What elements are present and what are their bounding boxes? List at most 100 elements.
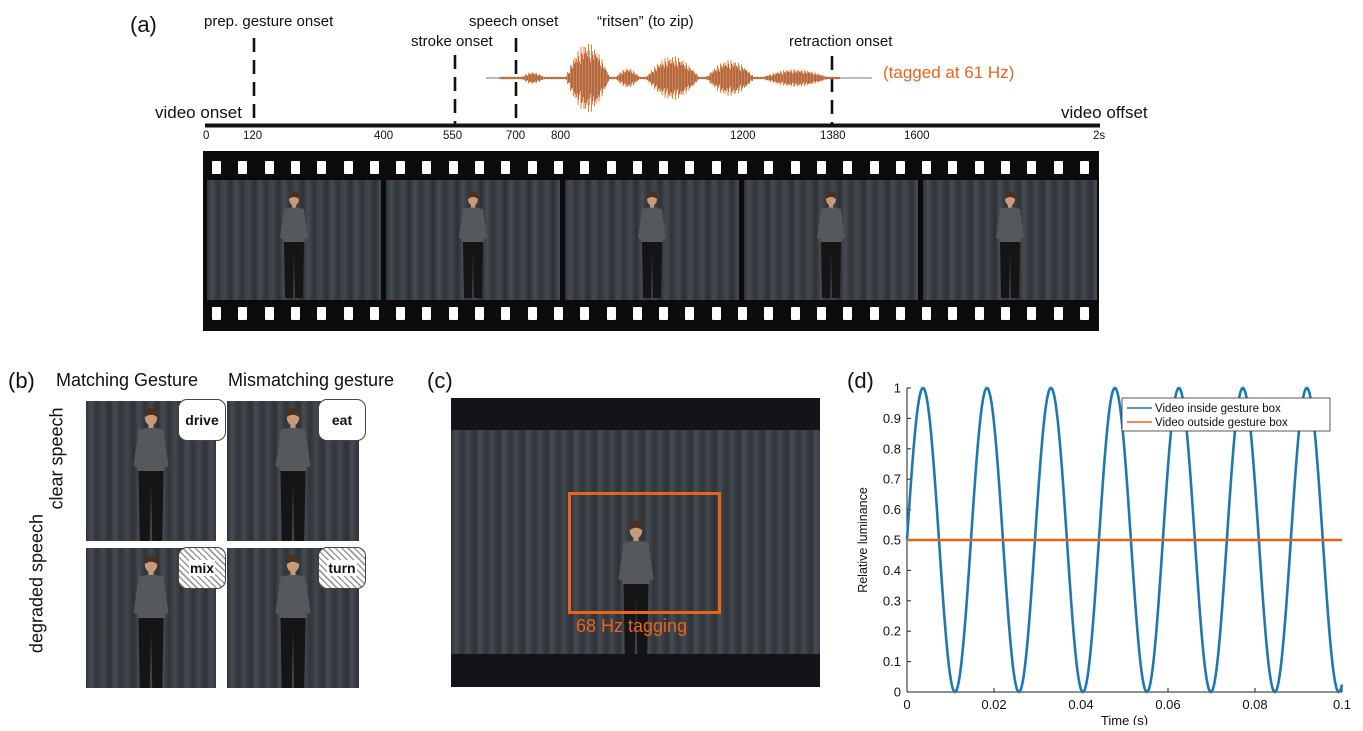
presenter-figure [618, 520, 653, 654]
sprocket-hole [553, 161, 563, 174]
panel-a-letter: (a) [130, 12, 157, 37]
tag-61hz-label: (tagged at 61 Hz) [883, 63, 1015, 82]
tick-1200: 1200 [730, 130, 756, 142]
degraded-speech-label: degraded speech [26, 513, 47, 654]
sprocket-hole [843, 161, 853, 174]
sprocket-hole [632, 307, 642, 320]
sprocket-hole [501, 307, 511, 320]
x-tick-label: 0.1 [1333, 697, 1351, 712]
tick-700: 700 [506, 130, 526, 142]
sprocket-hole [396, 307, 406, 320]
video-onset-label: video onset [155, 103, 242, 122]
sprocket-hole [396, 161, 406, 174]
sprocket-hole [974, 161, 984, 174]
y-tick-label: 0.7 [883, 472, 901, 487]
sprocket-hole [895, 161, 905, 174]
sprocket-hole [527, 161, 537, 174]
sprocket-hole [1053, 161, 1063, 174]
y-tick-label: 0.2 [883, 624, 901, 639]
sprocket-hole [1027, 307, 1037, 320]
tagging-video-frame: 68 Hz tagging [451, 398, 820, 687]
x-tick-label: 0.08 [1242, 697, 1267, 712]
sprocket-hole [632, 161, 642, 174]
sprocket-hole [369, 161, 379, 174]
sprocket-hole [475, 161, 484, 174]
sprocket-hole [659, 307, 669, 320]
sprocket-hole [212, 307, 221, 320]
sprocket-hole [738, 161, 747, 174]
mismatching-gesture-label: Mismatching gesture [228, 370, 395, 390]
bubble-turn-text: turn [327, 560, 357, 576]
bubble-eat: eat [318, 399, 366, 441]
legend-entry: Video inside gesture box [1155, 403, 1281, 415]
y-tick-label: 0.3 [883, 593, 901, 608]
retraction-onset-label: retraction onset [789, 33, 893, 50]
sprocket-hole [711, 161, 721, 174]
sprocket-hole [369, 307, 379, 320]
video-frame-4 [744, 180, 918, 300]
sprocket-hole [527, 307, 537, 320]
sprocket-hole [685, 307, 695, 320]
sprocket-hole [317, 161, 327, 174]
sprocket-hole [711, 307, 721, 320]
word-label: “ritsen” (to zip) [597, 13, 694, 30]
legend: Video inside gesture box Video outside ge… [1121, 397, 1331, 432]
y-tick-label: 1 [894, 381, 901, 396]
y-tick-label: 0.1 [883, 654, 901, 669]
tick-550: 550 [443, 130, 463, 142]
presenter-figure [638, 191, 666, 298]
panel-d-letter: (d) [847, 368, 874, 393]
video-frame-5 [923, 180, 1097, 300]
bubble-eat-text: eat [331, 412, 353, 428]
sprocket-hole [448, 307, 458, 320]
video-frame-1 [207, 180, 381, 300]
presenter-figure [280, 191, 308, 298]
sprocket-hole [448, 161, 458, 174]
bubble-mix-text: mix [188, 560, 216, 576]
sprocket-hole [685, 161, 695, 174]
sprocket-hole [606, 307, 616, 320]
sprocket-hole [895, 307, 905, 320]
series-inside-gesture-box [905, 386, 1344, 694]
sprocket-hole [869, 307, 879, 320]
tick-120: 120 [243, 130, 263, 142]
sprocket-hole [290, 161, 300, 174]
tick-2s: 2s [1093, 130, 1106, 142]
sprocket-hole [475, 307, 484, 320]
video-frame-3 [565, 180, 739, 300]
sprocket-hole [238, 307, 248, 320]
x-tick-label: 0.02 [981, 697, 1006, 712]
sprocket-hole [1053, 307, 1063, 320]
presenter-figure [275, 554, 311, 688]
speech-onset-label: speech onset [469, 13, 559, 30]
y-tick-label: 0.9 [883, 411, 901, 426]
tick-400: 400 [374, 130, 394, 142]
sprocket-hole [343, 307, 353, 320]
y-tick-label: 0.6 [883, 502, 901, 517]
video-offset-label: video offset [1061, 103, 1148, 122]
y-axis-label: Relative luminance [856, 487, 870, 593]
sprocket-hole [317, 307, 327, 320]
video-frame-2 [386, 180, 560, 300]
sprocket-hole [580, 161, 590, 174]
sprocket-hole [843, 307, 853, 320]
timeline-svg [205, 38, 1100, 128]
presenter-figure [133, 554, 169, 688]
panel-b-letter: (b) [8, 368, 35, 393]
luminance-chart: 0 0.1 0.2 0.3 0.4 0.5 0.6 0.7 0.8 0.9 1 0 0.02 0.04 0.… [856, 381, 1351, 726]
tag-68hz-label: 68 Hz tagging [576, 616, 688, 636]
sprocket-hole [1001, 307, 1010, 320]
sprocket-hole [422, 307, 432, 320]
sprocket-hole [922, 161, 932, 174]
sprocket-hole [553, 307, 563, 320]
panel-c-letter: (c) [427, 368, 453, 393]
sprocket-hole [1079, 307, 1089, 320]
tick-1380: 1380 [820, 130, 846, 142]
sprocket-hole [869, 161, 879, 174]
sprocket-hole [659, 161, 669, 174]
bubble-mix: mix [178, 547, 226, 589]
event-dashed-markers [252, 38, 834, 124]
bubble-drive-text: drive [185, 412, 219, 428]
bubble-drive: drive [178, 399, 226, 441]
sprocket-hole [264, 161, 274, 174]
